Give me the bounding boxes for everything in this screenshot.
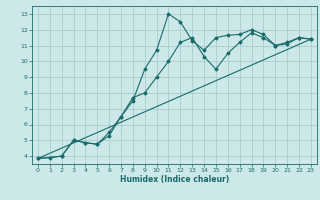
X-axis label: Humidex (Indice chaleur): Humidex (Indice chaleur) [120,175,229,184]
